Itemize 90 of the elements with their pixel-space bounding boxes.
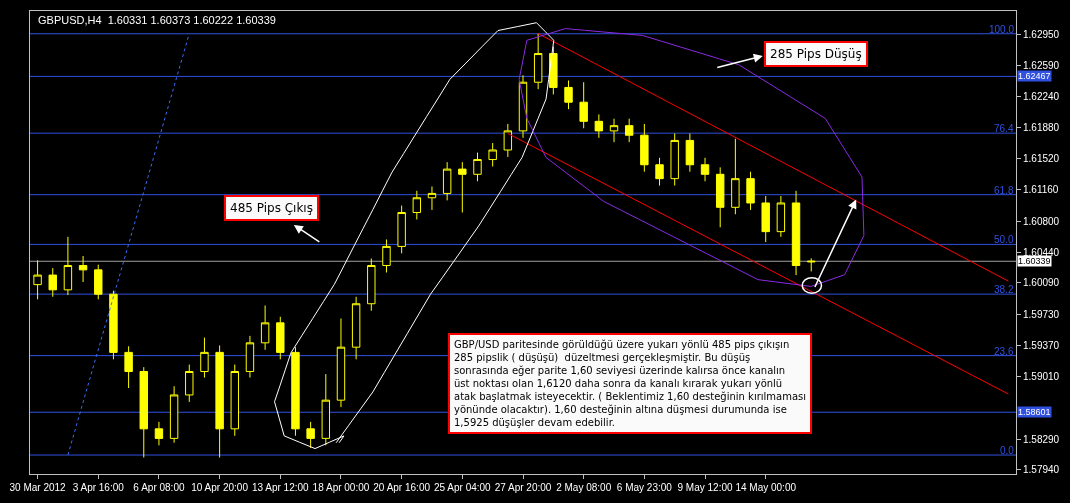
candlestick (609, 118, 619, 143)
ref-line-label: 0.0 (1000, 445, 1015, 456)
candlestick (503, 123, 513, 158)
ref-line-label: 61.8 (994, 185, 1014, 196)
y-tick-label: 1.60440 (1023, 246, 1060, 258)
candlestick (412, 190, 422, 220)
candlestick (397, 205, 406, 254)
ref-line-label: 1.60339 (1018, 256, 1051, 266)
y-tick-label: 1.59010 (1023, 371, 1060, 383)
candlestick (458, 161, 467, 214)
candlestick (336, 318, 346, 408)
x-tick-label: 6 May 23:00 (616, 482, 673, 493)
y-tick-label: 1.62240 (1023, 90, 1060, 102)
candlestick (185, 364, 194, 403)
x-tick-label: 6 Apr 08:00 (133, 482, 185, 493)
candlestick (230, 364, 239, 437)
candlestick (761, 195, 770, 243)
candlestick (807, 257, 816, 272)
annotation: 285 Pips Düşüş (770, 47, 862, 61)
candlestick (63, 236, 73, 296)
candlestick (109, 290, 118, 360)
chart-title: GBPUSD,H4 1.60331 1.60373 1.60222 1.60339 (38, 13, 276, 26)
x-tick-label: 18 Apr 00:00 (312, 482, 370, 493)
ref-line-label: 100.0 (989, 24, 1015, 35)
candlestick (200, 337, 209, 379)
candlestick (594, 113, 604, 139)
candlestick (382, 238, 391, 273)
x-tick-label: 25 Apr 04:00 (433, 482, 492, 493)
candlestick (640, 123, 649, 173)
candlestick (154, 421, 164, 446)
x-tick-label: 20 Apr 16:00 (373, 482, 431, 493)
annotation: GBP/USD paritesinde görüldüğü üzere yukarı yönlü 485 pips çıkışın 285 pipslik ( düşüşü) düzeltmesi gerçekleşmiştir. Bu düşüş sonrasında eğer parite 1,60 seviyesi üzerinde kalırsa önce kanalın üst noktası olan 1,6120 daha sonra da kanalı kırarak yukarı yönlü atak başlatmak isteyecektir. ( Beklentimiz 1,60 desteğinin kırılmaması yönünde olacaktır). 1,60 desteğinin altına düşmesi durumunda ise 1,5925 düşüşler devam edebilir. (454, 339, 807, 428)
candlestick (321, 373, 331, 446)
y-tick-label: 1.59370 (1023, 339, 1060, 351)
ref-line-label: 1.58601 (1018, 407, 1051, 417)
candlestick (94, 264, 103, 300)
y-tick-label: 1.61160 (1023, 184, 1059, 196)
candlestick (276, 316, 285, 360)
x-tick-label: 3 Apr 16:00 (72, 482, 125, 493)
ref-line-label: 23.6 (994, 346, 1014, 357)
x-tick-label: 10 Apr 20:00 (191, 482, 249, 493)
y-tick-label: 1.58290 (1023, 433, 1060, 445)
x-tick-label: 13 Apr 12:00 (251, 482, 310, 493)
y-tick-label: 1.61880 (1023, 121, 1060, 133)
candlestick (78, 255, 88, 283)
x-tick-label: 27 Apr 20:00 (494, 482, 552, 493)
candlestick (473, 152, 482, 182)
candlestick (746, 171, 755, 211)
x-tick-label: 9 May 12:00 (677, 482, 733, 493)
candlestick (791, 190, 801, 276)
candlestick (579, 81, 588, 129)
y-tick-label: 1.61520 (1023, 153, 1060, 165)
y-tick-label: 1.60800 (1023, 215, 1060, 227)
candlestick (169, 385, 179, 444)
ref-line-label: 50.0 (994, 234, 1014, 245)
x-tick-label: 30 Mar 2012 (9, 482, 67, 493)
candlestick (124, 345, 133, 389)
candlestick (685, 132, 695, 173)
candlestick (48, 267, 57, 298)
candlestick (731, 138, 740, 215)
y-tick-label: 1.57940 (1023, 464, 1060, 476)
candlestick (715, 166, 725, 228)
candlestick (367, 258, 376, 312)
candlestick (670, 132, 679, 187)
candlestick (776, 195, 786, 238)
candlestick (351, 296, 361, 360)
candlestick (215, 344, 224, 458)
ref-line-label: 76.4 (994, 123, 1014, 134)
candlestick (655, 157, 664, 187)
annotation: 485 Pips Çıkış (230, 201, 313, 215)
candlestick (427, 185, 437, 211)
candlestick (260, 304, 270, 351)
ref-line-label: 38.2 (994, 284, 1014, 295)
y-tick-label: 1.62590 (1023, 60, 1060, 72)
candlestick (442, 161, 452, 201)
candlestick (564, 79, 573, 110)
y-tick-label: 1.59730 (1023, 308, 1060, 320)
y-tick-label: 1.62950 (1023, 28, 1060, 40)
y-tick-label: 1.60090 (1023, 277, 1060, 289)
x-tick-label: 2 May 08:00 (556, 482, 612, 493)
candlestick (488, 142, 497, 167)
candlestick (700, 157, 710, 182)
ref-line-label: 1.62467 (1018, 71, 1051, 81)
candlestick (139, 366, 148, 458)
candlestick (33, 259, 42, 300)
x-tick-label: 14 May 00:00 (735, 482, 797, 493)
candlestick (624, 118, 634, 143)
candlestick (245, 335, 255, 379)
candlestick (533, 33, 543, 90)
candlestick (306, 421, 315, 449)
